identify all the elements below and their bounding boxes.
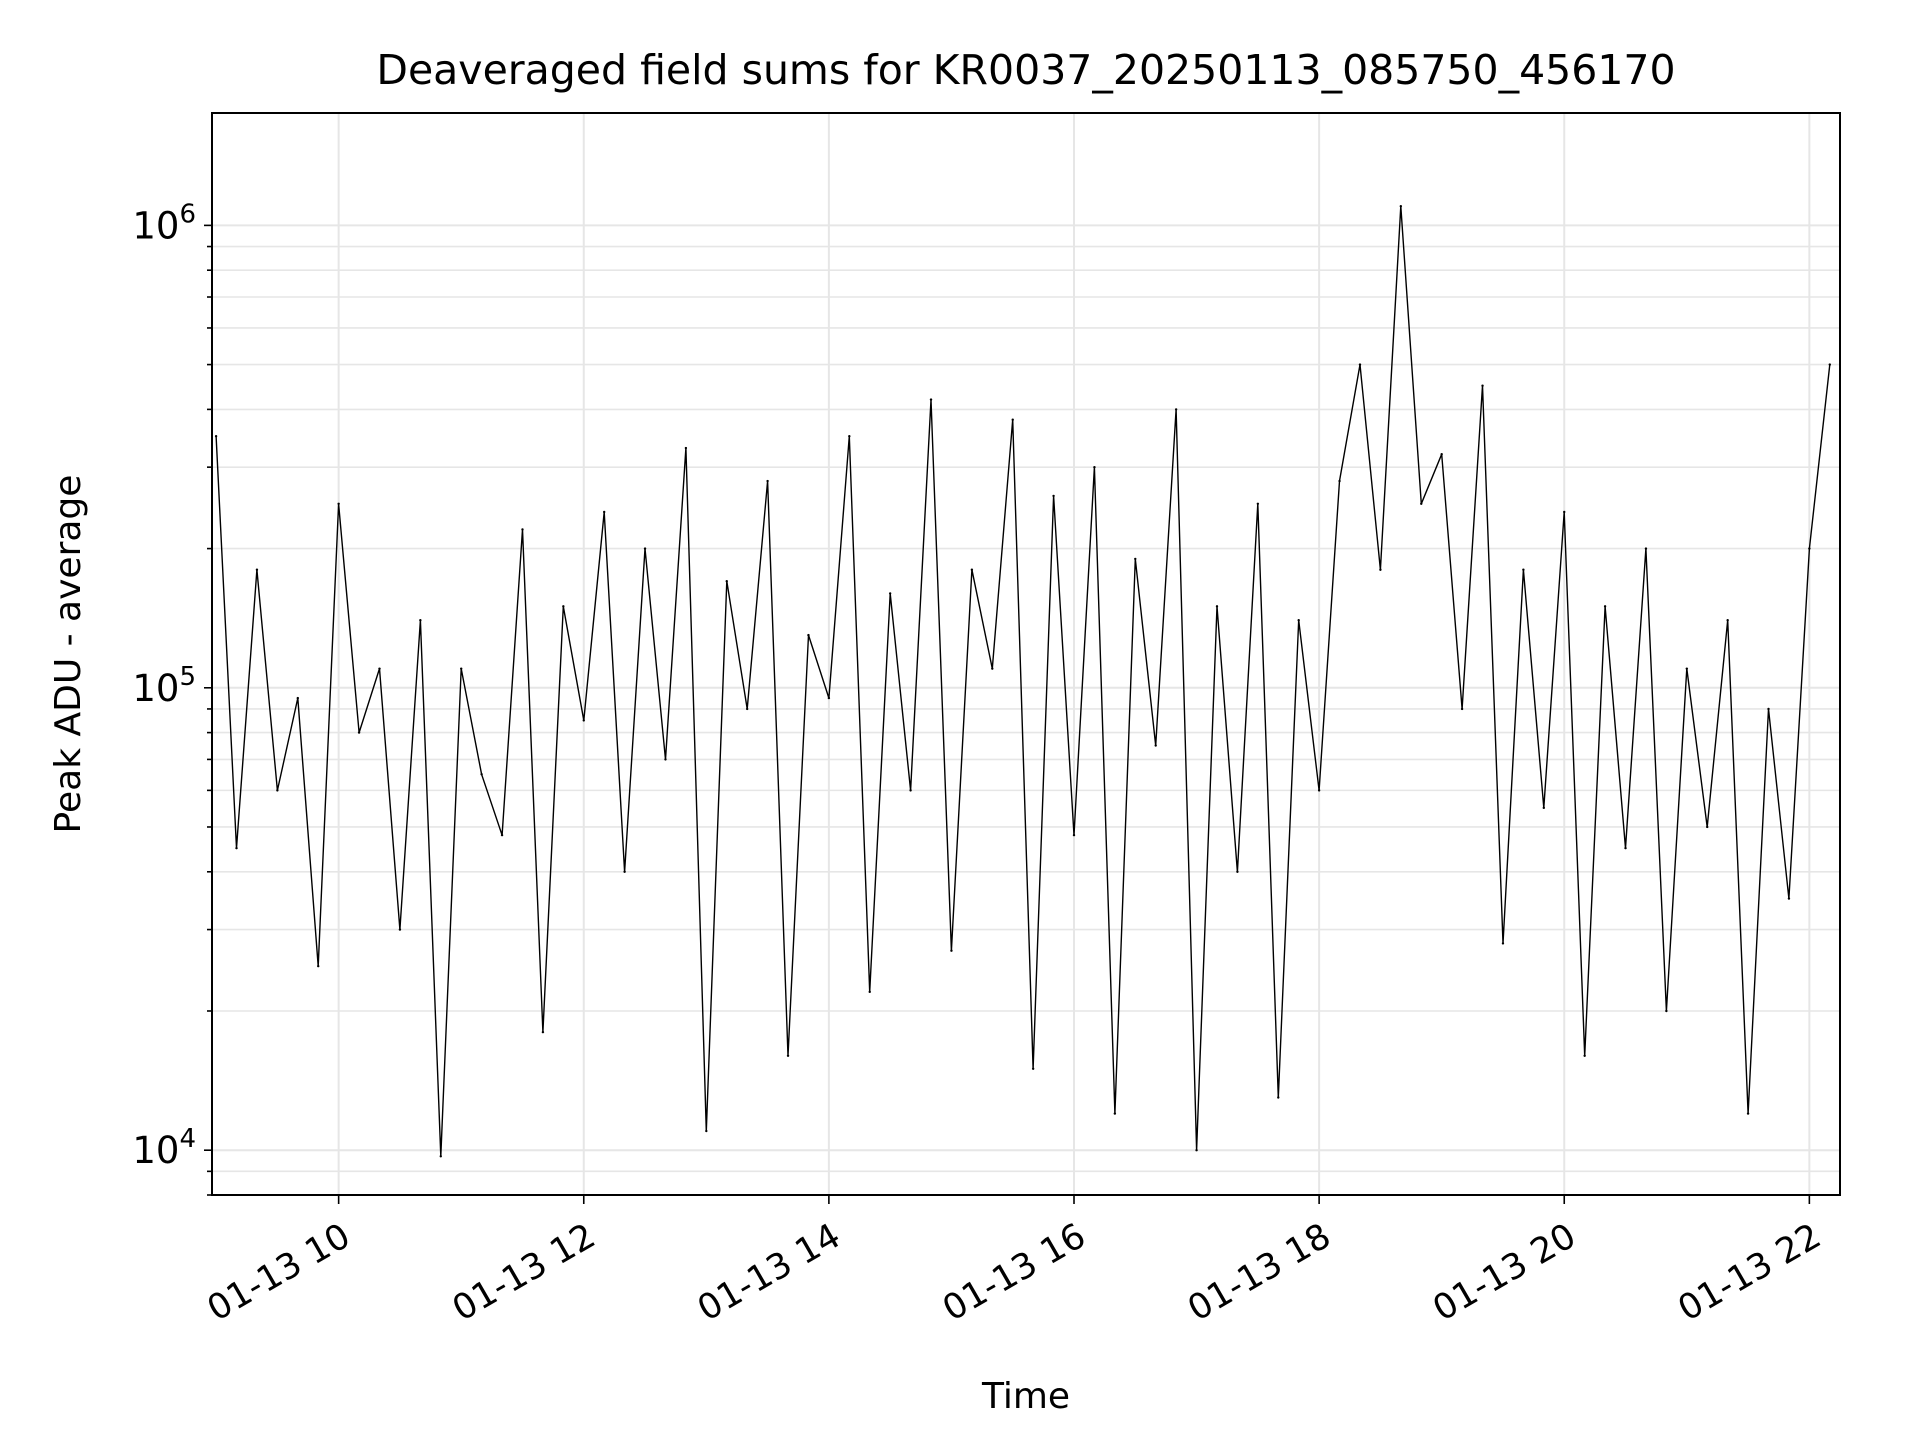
data-point	[1706, 825, 1709, 829]
data-point	[684, 446, 688, 450]
data-point	[1256, 502, 1260, 505]
data-point	[1828, 363, 1831, 366]
data-point	[1093, 465, 1096, 469]
data-point	[1420, 502, 1423, 505]
data-point	[1317, 789, 1321, 792]
data-point	[1624, 846, 1627, 850]
data-point	[357, 731, 361, 734]
data-point	[1052, 494, 1055, 498]
data-point	[1297, 619, 1300, 622]
data-point	[643, 547, 647, 550]
plot-area	[212, 113, 1840, 1195]
data-point	[1563, 510, 1566, 514]
data-point	[1113, 1112, 1117, 1115]
data-point	[1031, 1067, 1035, 1070]
y-axis-label: Peak ADU - average	[48, 475, 89, 834]
data-point	[1215, 605, 1219, 608]
data-point	[623, 870, 626, 873]
data-point	[296, 696, 299, 700]
series-line	[215, 206, 1831, 1157]
data-point	[888, 592, 892, 595]
x-axis-label: Time	[981, 1376, 1070, 1417]
data-point	[1481, 384, 1484, 387]
data-point	[1767, 707, 1770, 711]
data-point	[480, 773, 483, 776]
data-point	[991, 667, 994, 670]
data-point	[500, 833, 504, 837]
data-point	[460, 667, 463, 670]
data-point	[1174, 408, 1178, 411]
data-point	[317, 964, 320, 968]
data-point	[1542, 806, 1546, 810]
data-point	[276, 789, 279, 792]
data-point	[1808, 547, 1811, 550]
data-point	[766, 479, 769, 483]
y-tick-label: 104	[132, 1124, 196, 1172]
data-point	[786, 1054, 790, 1058]
data-point	[1583, 1054, 1586, 1058]
data-point	[1665, 1009, 1668, 1013]
data-point	[827, 696, 831, 700]
data-point	[1072, 833, 1076, 837]
data-point	[745, 707, 749, 711]
data-point	[378, 667, 381, 670]
data-point	[848, 435, 851, 438]
data-point	[1277, 1096, 1280, 1099]
data-point	[1440, 453, 1443, 456]
data-point	[1154, 744, 1157, 747]
grid	[212, 113, 1840, 1196]
data-point	[602, 510, 606, 514]
data-point	[1501, 942, 1505, 945]
data-point	[909, 789, 912, 792]
data-point	[1011, 418, 1014, 421]
data-point	[1685, 667, 1689, 670]
data-point	[705, 1129, 708, 1133]
data-point	[868, 990, 871, 994]
data-point	[1522, 568, 1525, 571]
data-point	[1726, 619, 1729, 622]
plot-frame	[211, 112, 1841, 1196]
data-point	[1460, 707, 1464, 711]
data-point	[419, 619, 422, 622]
data-point	[807, 633, 810, 637]
data-point	[1358, 363, 1362, 366]
data-point	[562, 605, 565, 608]
series-line-group	[214, 205, 1831, 1158]
data-point	[929, 398, 933, 401]
data-point	[337, 502, 340, 505]
data-point	[1603, 605, 1607, 608]
data-point	[664, 758, 667, 761]
data-point	[521, 528, 524, 531]
data-point	[1746, 1112, 1750, 1115]
data-point	[1399, 205, 1403, 208]
data-point	[214, 435, 218, 438]
y-tick-label: 105	[132, 662, 196, 710]
data-point	[439, 1155, 442, 1158]
data-point	[235, 846, 238, 850]
data-point	[1379, 568, 1382, 571]
data-point	[255, 568, 259, 571]
data-point	[1644, 547, 1648, 550]
data-point	[1787, 897, 1791, 900]
data-point	[1338, 479, 1341, 483]
data-point	[1195, 1148, 1198, 1152]
data-point	[1134, 557, 1137, 561]
data-point	[970, 568, 974, 571]
data-point	[541, 1030, 545, 1034]
y-tick-label: 106	[132, 199, 196, 247]
data-point	[1236, 870, 1239, 873]
data-point	[398, 928, 402, 931]
data-point	[582, 719, 585, 722]
chart-title: Deaveraged field sums for KR0037_2025011…	[376, 46, 1675, 94]
data-point	[950, 949, 953, 952]
data-point	[725, 580, 728, 583]
